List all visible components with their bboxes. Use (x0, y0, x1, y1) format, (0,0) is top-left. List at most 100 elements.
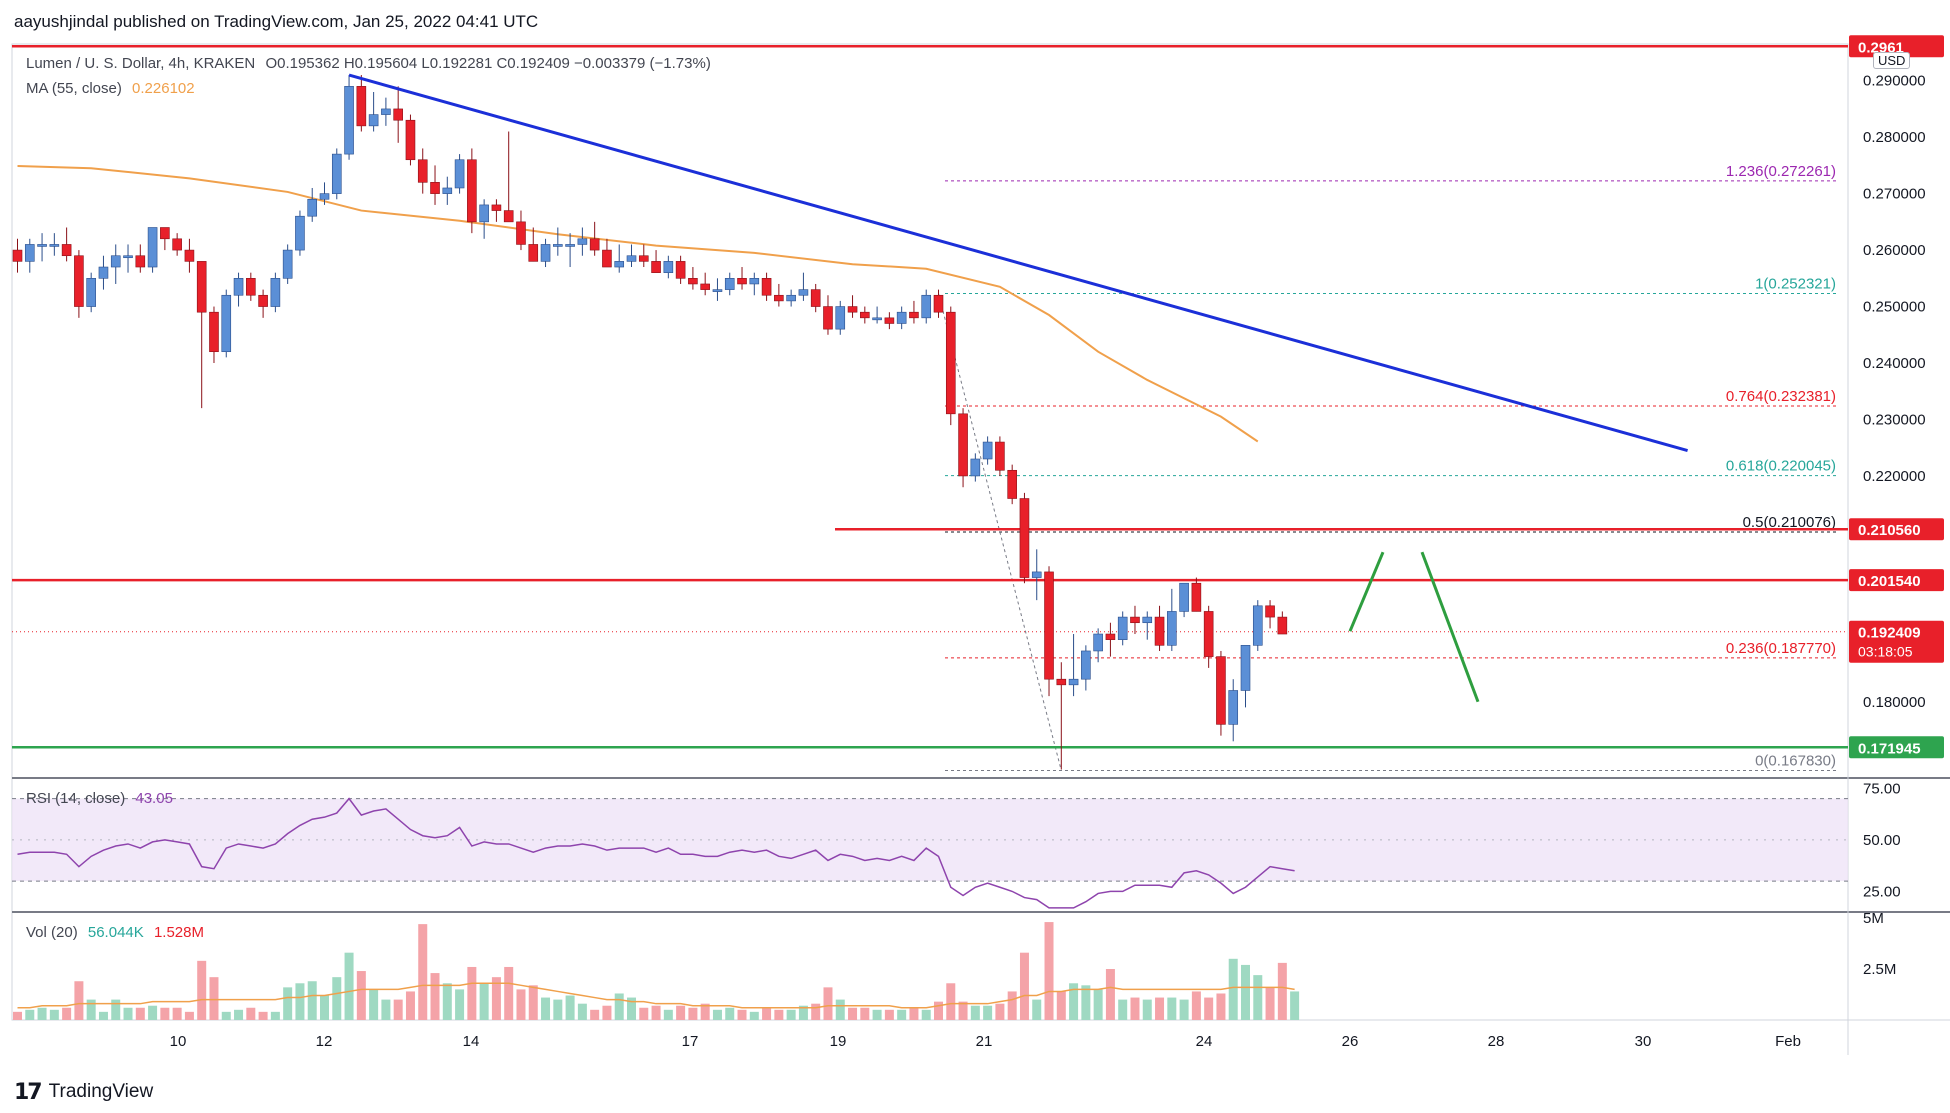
candle (860, 306, 870, 324)
candle-body (602, 249, 612, 268)
volume-legend: Vol (20) 56.044K 1.528M (26, 924, 204, 941)
volume-bar (504, 966, 514, 1020)
candle (847, 295, 858, 318)
fib-diagonal (938, 293, 1062, 771)
candle (737, 267, 747, 290)
candle-body (417, 159, 428, 183)
candle-body (516, 221, 526, 245)
volume-bar (442, 983, 452, 1020)
rsi-tick-label: 25.00 (1863, 883, 1901, 900)
last-price-label: 0.192409 (1858, 625, 1921, 642)
candle-body (12, 249, 23, 262)
candle-body (835, 306, 846, 330)
candle-body (74, 255, 84, 307)
candle (663, 255, 674, 279)
volume-bar (197, 960, 207, 1020)
rsi-tick-label: 50.00 (1863, 832, 1901, 849)
candle (405, 114, 416, 166)
volume-bar (1179, 999, 1189, 1020)
candle-body (1105, 633, 1116, 640)
volume-bar (172, 1007, 182, 1020)
volume-bar (234, 1009, 244, 1020)
vol-label: Vol (20) (26, 924, 78, 941)
projection-up-arrow (1348, 551, 1385, 632)
volume-bar (823, 987, 833, 1020)
volume-bar (835, 999, 845, 1020)
candle (467, 148, 477, 234)
volume-bar (393, 999, 403, 1020)
candle-body (553, 244, 563, 247)
candle-body (61, 244, 72, 257)
volume-bar (332, 977, 342, 1020)
candle (528, 227, 539, 262)
volume-bar (688, 1007, 698, 1020)
candle (1203, 605, 1214, 668)
volume-bar (1118, 999, 1128, 1020)
candle-body (970, 458, 981, 477)
volume-bar (909, 1007, 919, 1020)
candle-body (147, 227, 158, 268)
price-tick-label: 0.280000 (1863, 129, 1926, 146)
volume-bar (405, 991, 415, 1020)
candle (184, 238, 195, 273)
volume-bar (614, 993, 624, 1020)
candle-body (491, 204, 502, 211)
volume-bar (86, 999, 96, 1020)
candle-body (1130, 616, 1140, 624)
volume-bar (160, 1007, 170, 1020)
candle-body (577, 238, 588, 245)
candle-body (295, 215, 305, 251)
candle (381, 97, 391, 126)
candle (1179, 582, 1189, 618)
volume-bar (320, 995, 329, 1020)
candle (1228, 679, 1239, 742)
price-level-tag-label: 0.201540 (1858, 573, 1921, 590)
candle-body (135, 255, 146, 268)
candle (98, 255, 109, 290)
projection-arrows (1348, 551, 1480, 703)
candle-body (467, 159, 477, 223)
volume-bar (1081, 985, 1091, 1020)
candle-body (270, 278, 281, 307)
volume-bar (74, 981, 84, 1020)
candle-body (110, 255, 121, 268)
rsi-line (17, 797, 1295, 909)
volume-bar (737, 1009, 747, 1020)
candle (896, 306, 907, 330)
candle (503, 131, 514, 223)
volume-bar (270, 1011, 280, 1020)
volume-bar (553, 999, 563, 1020)
volume-bar (995, 1003, 1005, 1020)
candle-body (1031, 571, 1042, 578)
candle (1019, 492, 1030, 584)
candle-body (786, 294, 796, 302)
candle (86, 272, 96, 313)
price-level-tag (1849, 518, 1944, 541)
candle (872, 306, 882, 324)
price-tick-label: 0.220000 (1863, 468, 1926, 485)
volume-bar (1253, 975, 1263, 1020)
candle-body (528, 244, 539, 262)
volume-bar (676, 1005, 686, 1020)
volume-bar (1019, 952, 1029, 1020)
volume-bar (356, 971, 366, 1020)
tradingview-logo[interactable]: 17 TradingView (14, 1078, 153, 1106)
candle (110, 244, 121, 284)
fib-level-label: 0(0.167830) (1755, 752, 1836, 769)
candle-body (454, 159, 465, 189)
candle (995, 436, 1005, 476)
volume-bar (1032, 999, 1042, 1020)
currency-badge[interactable]: USD (1873, 52, 1911, 69)
candle-body (724, 278, 735, 290)
candle (1056, 662, 1067, 770)
candle-body (872, 317, 882, 321)
price-level-tag (1849, 736, 1944, 759)
volume-bar (639, 1007, 649, 1020)
candle-body (381, 108, 391, 115)
price-tick-label: 0.290000 (1863, 73, 1926, 90)
volume-bar (811, 1003, 821, 1020)
candle-body (405, 119, 416, 161)
volume-bar (62, 1007, 72, 1020)
volume-bar (221, 1011, 231, 1020)
